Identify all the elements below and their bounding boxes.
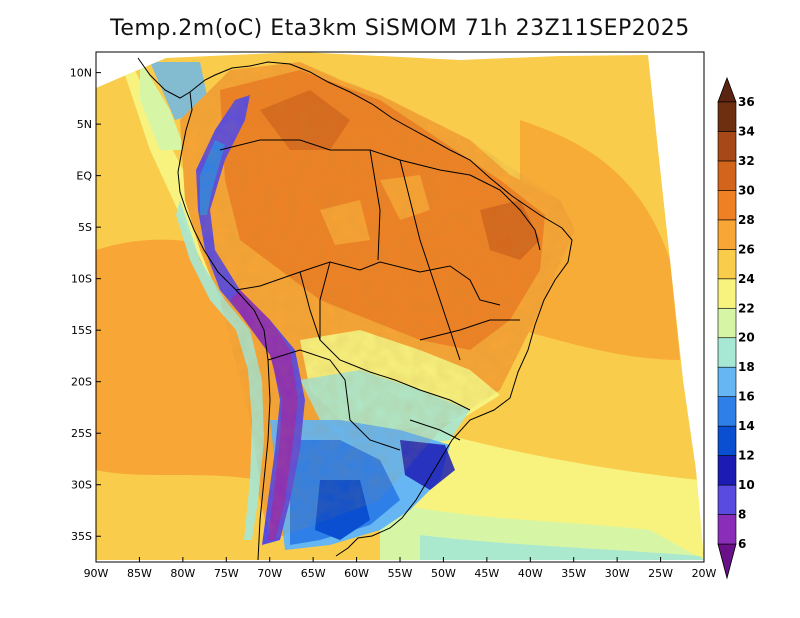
- lon-tick-label: 65W: [301, 567, 326, 580]
- lon-tick-label: 25W: [648, 567, 673, 580]
- colorbar-swatch: [717, 219, 737, 250]
- colorbar-label: 20: [738, 331, 755, 345]
- lat-tick-label: EQ: [76, 170, 92, 183]
- internal-border: [399, 159, 461, 361]
- colorbar-swatch: [717, 514, 737, 545]
- lat-tick-label: 25S: [71, 427, 92, 440]
- colorbar-swatch: [717, 366, 737, 397]
- paraguay-border: [299, 271, 471, 411]
- brazil-border-west: [235, 261, 501, 306]
- internal-border-4: [419, 319, 520, 341]
- lon-tick-label: 60W: [344, 567, 369, 580]
- colorbar-label: 34: [738, 124, 755, 138]
- colorbar-label: 30: [738, 183, 755, 197]
- colorbar: 6 8 10 12 14 16 18 20 22 24 26 28 30 32 34 36: [717, 76, 755, 580]
- lon-tick-label: 55W: [388, 567, 413, 580]
- colorbar-label: 22: [738, 301, 755, 315]
- temperature-field: [96, 52, 704, 560]
- colorbar-over-arrow: [717, 76, 737, 103]
- lat-tick-label: 10S: [71, 273, 92, 286]
- colorbar-swatch: [717, 278, 737, 309]
- colorbar-swatch: [717, 425, 737, 456]
- lat-tick-label: 30S: [71, 479, 92, 492]
- longitude-axis: 90W 85W 80W 75W 70W 65W 60W 55W 50W 45W 40W 35W 30W 2…: [84, 557, 717, 580]
- lon-tick-label: 70W: [257, 567, 282, 580]
- colorbar-label: 36: [738, 95, 755, 109]
- colorbar-swatch: [717, 190, 737, 221]
- lat-tick-label: 5S: [78, 221, 92, 234]
- atlantic-warm-area: [520, 120, 680, 360]
- colorbar-swatch: [717, 160, 737, 191]
- colorbar-swatch: [717, 396, 737, 427]
- lat-tick-label: 5N: [77, 118, 92, 131]
- lon-tick-label: 35W: [561, 567, 586, 580]
- map-title: Temp.2m(oC) Eta3km SiSMOM 71h 23Z11SEP20…: [110, 16, 690, 41]
- internal-border-2: [369, 149, 381, 261]
- lon-tick-label: 90W: [84, 567, 109, 580]
- colorbar-swatch: [717, 455, 737, 486]
- colorbar-label: 16: [738, 390, 755, 404]
- colorbar-label: 26: [738, 242, 755, 256]
- lat-tick-label: 15S: [71, 324, 92, 337]
- colorbar-swatch: [717, 101, 737, 132]
- internal-border-5: [409, 419, 461, 441]
- colorbar-label: 32: [738, 154, 755, 168]
- colorbar-under-arrow: [717, 543, 737, 580]
- lon-tick-label: 45W: [474, 567, 499, 580]
- lon-tick-label: 50W: [431, 567, 456, 580]
- brazil-border-north: [219, 139, 471, 176]
- lon-tick-label: 85W: [127, 567, 152, 580]
- colorbar-label: 6: [738, 537, 746, 551]
- internal-border-3: [319, 261, 331, 340]
- colorbar-swatch: [717, 307, 737, 339]
- colorbar-label: 14: [738, 419, 755, 433]
- colorbar-swatch: [717, 131, 737, 162]
- lat-tick-label: 35S: [71, 530, 92, 543]
- latitude-axis: 10N 5N EQ 5S 10S 15S 20S 25S 30S 35S: [70, 67, 101, 543]
- colorbar-label: 24: [738, 272, 755, 286]
- colorbar-label: 8: [738, 508, 746, 522]
- lon-tick-label: 40W: [518, 567, 543, 580]
- atlantic-coastline: [137, 57, 573, 557]
- lon-tick-label: 75W: [214, 567, 239, 580]
- lon-tick-label: 30W: [605, 567, 630, 580]
- colorbar-label: 18: [738, 360, 755, 374]
- lon-tick-label: 20W: [692, 567, 717, 580]
- colorbar-label: 12: [738, 449, 755, 463]
- lon-tick-label: 80W: [170, 567, 195, 580]
- lat-tick-label: 10N: [70, 67, 92, 80]
- internal-border-ne: [469, 174, 541, 251]
- colorbar-label: 10: [738, 478, 755, 492]
- boundaries: [137, 57, 573, 561]
- colorbar-swatch: [717, 337, 737, 368]
- lat-tick-label: 20S: [71, 376, 92, 389]
- colorbar-label: 28: [738, 213, 755, 227]
- colorbar-swatch: [717, 249, 737, 280]
- argentina-border: [267, 349, 401, 451]
- pacific-coastline: [177, 91, 271, 561]
- colorbar-swatch: [717, 484, 737, 515]
